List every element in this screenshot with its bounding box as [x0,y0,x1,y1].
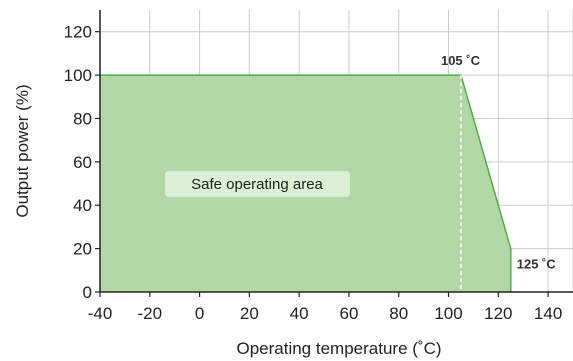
x-axis-title: Operating temperature (˚C) [236,339,441,358]
annotation-max-temperature: 125 ˚C [517,257,557,272]
x-tick-label: -40 [88,304,113,323]
x-tick-label: -20 [138,304,163,323]
y-tick-label: 100 [64,66,92,85]
x-tick-label: 20 [240,304,259,323]
annotation-knee-temperature: 105 ˚C [441,53,481,68]
y-axis-title: Output power (%) [13,84,32,217]
y-tick-label: 80 [73,109,92,128]
x-tick-label: 60 [339,304,358,323]
area-label-box [165,171,350,197]
y-tick-label: 60 [73,153,92,172]
y-tick-label: 40 [73,196,92,215]
x-tick-label: 0 [195,304,204,323]
x-tick-label: 40 [290,304,309,323]
y-tick-label: 120 [64,23,92,42]
y-tick-label: 20 [73,240,92,259]
x-tick-label: 100 [434,304,462,323]
derating-curve [100,74,512,292]
y-tick-label: 0 [83,283,92,302]
area-label: Safe operating area [191,176,323,193]
x-tick-label: 80 [389,304,408,323]
x-tick-label: 120 [484,304,512,323]
x-tick-label: 140 [534,304,562,323]
